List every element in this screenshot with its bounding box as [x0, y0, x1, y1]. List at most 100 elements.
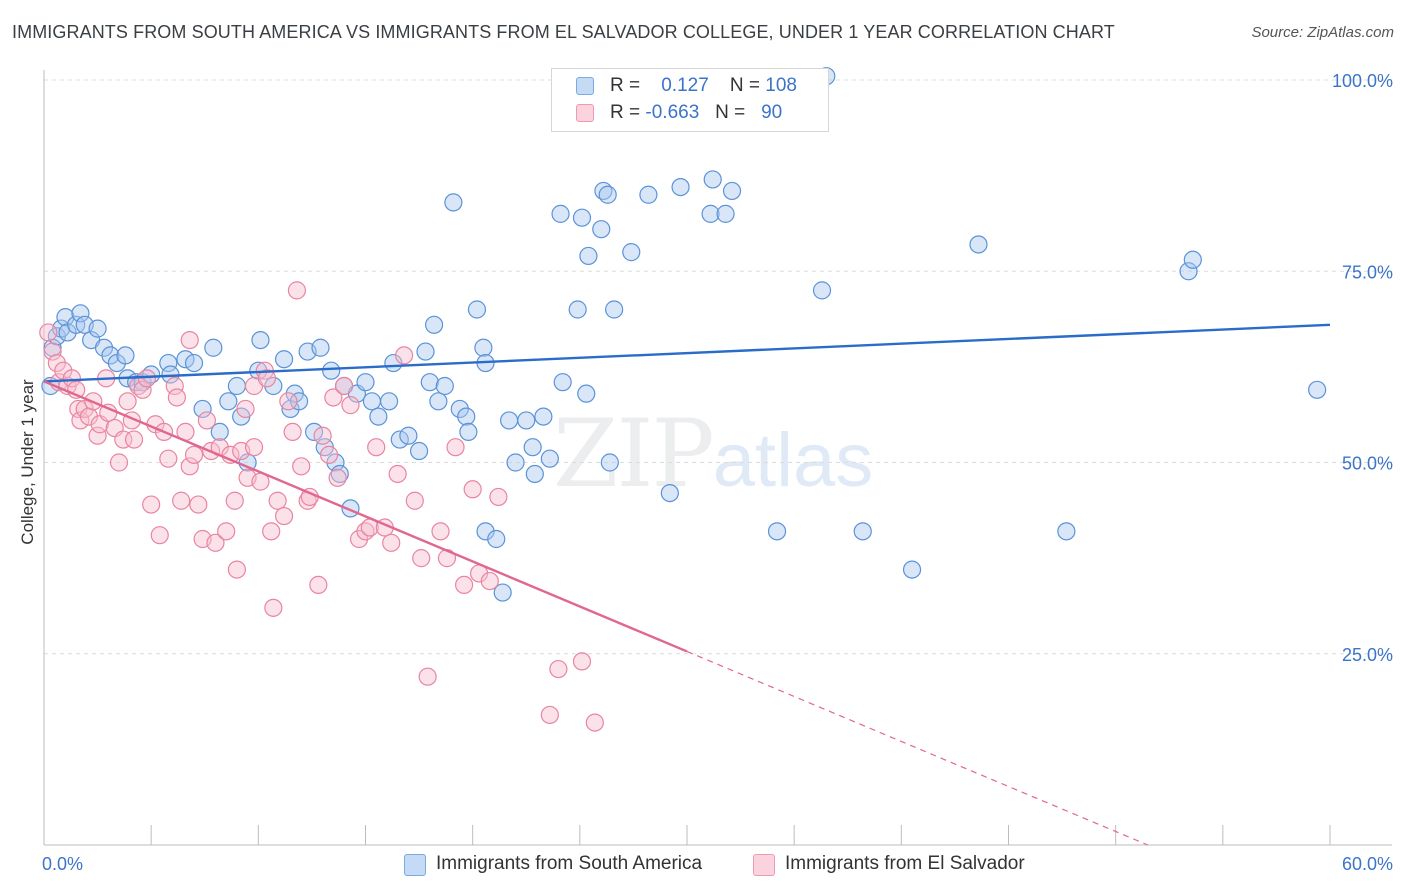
data-point-south-america: [722, 181, 742, 201]
data-point-el-salvador: [585, 713, 604, 732]
data-point-el-salvador: [217, 522, 236, 541]
data-point-el-salvador: [62, 369, 81, 388]
legend-n-value: 90: [761, 102, 783, 123]
data-point-south-america: [812, 281, 832, 300]
data-point-south-america: [701, 204, 720, 223]
data-point-el-salvador: [283, 422, 302, 441]
data-point-south-america: [416, 342, 435, 361]
data-point-el-salvador: [324, 388, 343, 407]
data-point-south-america: [362, 392, 382, 411]
data-point-el-salvador: [274, 506, 294, 526]
data-point-south-america: [409, 441, 429, 461]
data-point-south-america: [660, 484, 679, 503]
data-point-el-salvador: [225, 491, 244, 510]
trend-line-extension-el-salvador: [686, 650, 1149, 846]
data-point-south-america: [311, 338, 330, 357]
data-point-el-salvador: [137, 369, 156, 388]
source-credit: Source: ZipAtlas.com: [1251, 24, 1394, 41]
data-point-south-america: [853, 522, 872, 541]
data-point-el-salvador: [279, 392, 298, 411]
data-point-el-salvador: [382, 533, 401, 552]
data-point-el-salvador: [236, 399, 255, 419]
data-point-el-salvador: [572, 652, 592, 671]
data-point-el-salvador: [540, 705, 559, 725]
legend-r-value: -0.663: [645, 102, 700, 123]
data-point-south-america: [605, 300, 624, 319]
data-point-el-salvador: [172, 491, 191, 510]
data-point-el-salvador: [334, 376, 354, 396]
data-point-el-salvador: [313, 426, 332, 445]
data-point-el-salvador: [388, 464, 407, 484]
y-tick-label: 25.0%: [1342, 645, 1393, 665]
data-point-el-salvador: [412, 549, 431, 568]
data-point-south-america: [424, 315, 444, 334]
data-point-el-salvador: [394, 346, 414, 365]
legend-r-value: 0.127: [661, 75, 709, 96]
legend-n-value: 108: [765, 75, 797, 96]
data-point-el-salvador: [124, 430, 144, 449]
data-point-south-america: [500, 411, 519, 430]
data-point-el-salvador: [206, 533, 225, 552]
data-point-south-america: [716, 204, 735, 223]
data-point-south-america: [902, 560, 922, 579]
data-point-el-salvador: [150, 526, 169, 545]
data-point-el-salvador: [133, 380, 152, 399]
data-point-south-america: [435, 376, 454, 396]
data-point-el-salvador: [418, 667, 437, 686]
data-point-el-salvador: [167, 388, 186, 407]
trend-line-south-america: [43, 323, 1331, 383]
legend-swatch-el-salvador: [576, 104, 594, 122]
data-point-south-america: [116, 346, 135, 365]
y-axis-title: College, Under 1 year: [18, 379, 37, 545]
data-point-el-salvador: [165, 376, 184, 396]
data-point-el-salvador: [244, 438, 264, 457]
data-point-south-america: [274, 350, 294, 369]
data-point-el-salvador: [405, 491, 424, 510]
data-point-south-america: [444, 193, 463, 212]
data-point-el-salvador: [319, 445, 339, 464]
data-point-south-america: [429, 392, 448, 411]
data-point-south-america: [1057, 522, 1076, 541]
data-point-south-america: [356, 373, 375, 392]
data-point-south-america: [379, 392, 399, 411]
data-point-south-america: [553, 373, 572, 392]
data-point-south-america: [525, 464, 544, 484]
data-point-el-salvador: [39, 323, 58, 342]
data-point-south-america: [159, 353, 178, 373]
legend-text: R = -0.663 N = 90: [610, 102, 783, 123]
data-point-south-america: [551, 204, 570, 223]
chart-title: IMMIGRANTS FROM SOUTH AMERICA VS IMMIGRA…: [12, 22, 1115, 42]
data-point-el-salvador: [287, 281, 307, 300]
legend-text: R = 0.127 N = 108: [610, 75, 797, 96]
data-point-south-america: [474, 338, 493, 357]
data-point-south-america: [1179, 262, 1198, 281]
data-point-el-salvador: [257, 369, 277, 388]
data-point-el-salvador: [268, 491, 287, 510]
data-point-el-salvador: [549, 659, 568, 679]
correlation-legend: R = 0.127 N = 108 R = -0.663 N = 90: [551, 68, 829, 132]
data-point-south-america: [767, 522, 787, 541]
data-point-south-america: [534, 407, 553, 426]
bottom-legend-swatch-el-salvador: [753, 854, 775, 876]
data-point-el-salvador: [227, 560, 246, 579]
data-point-el-salvador: [454, 575, 474, 595]
data-point-south-america: [1308, 380, 1327, 399]
data-point-south-america: [671, 178, 690, 197]
data-point-el-salvador: [180, 331, 199, 350]
data-point-el-salvador: [264, 598, 283, 617]
data-point-south-america: [457, 407, 476, 426]
data-point-south-america: [289, 392, 309, 411]
data-point-south-america: [592, 220, 611, 239]
data-point-south-america: [467, 300, 487, 319]
data-point-south-america: [568, 300, 587, 319]
data-point-el-salvador: [88, 426, 107, 445]
data-point-el-salvador: [189, 495, 208, 514]
legend-swatch-south-america: [576, 77, 594, 95]
data-point-south-america: [506, 453, 525, 472]
data-point-south-america: [1183, 250, 1202, 269]
data-point-south-america: [399, 426, 418, 445]
y-tick-label: 75.0%: [1342, 262, 1393, 282]
data-point-south-america: [517, 411, 536, 430]
data-point-south-america: [227, 376, 246, 396]
data-point-south-america: [459, 422, 478, 441]
